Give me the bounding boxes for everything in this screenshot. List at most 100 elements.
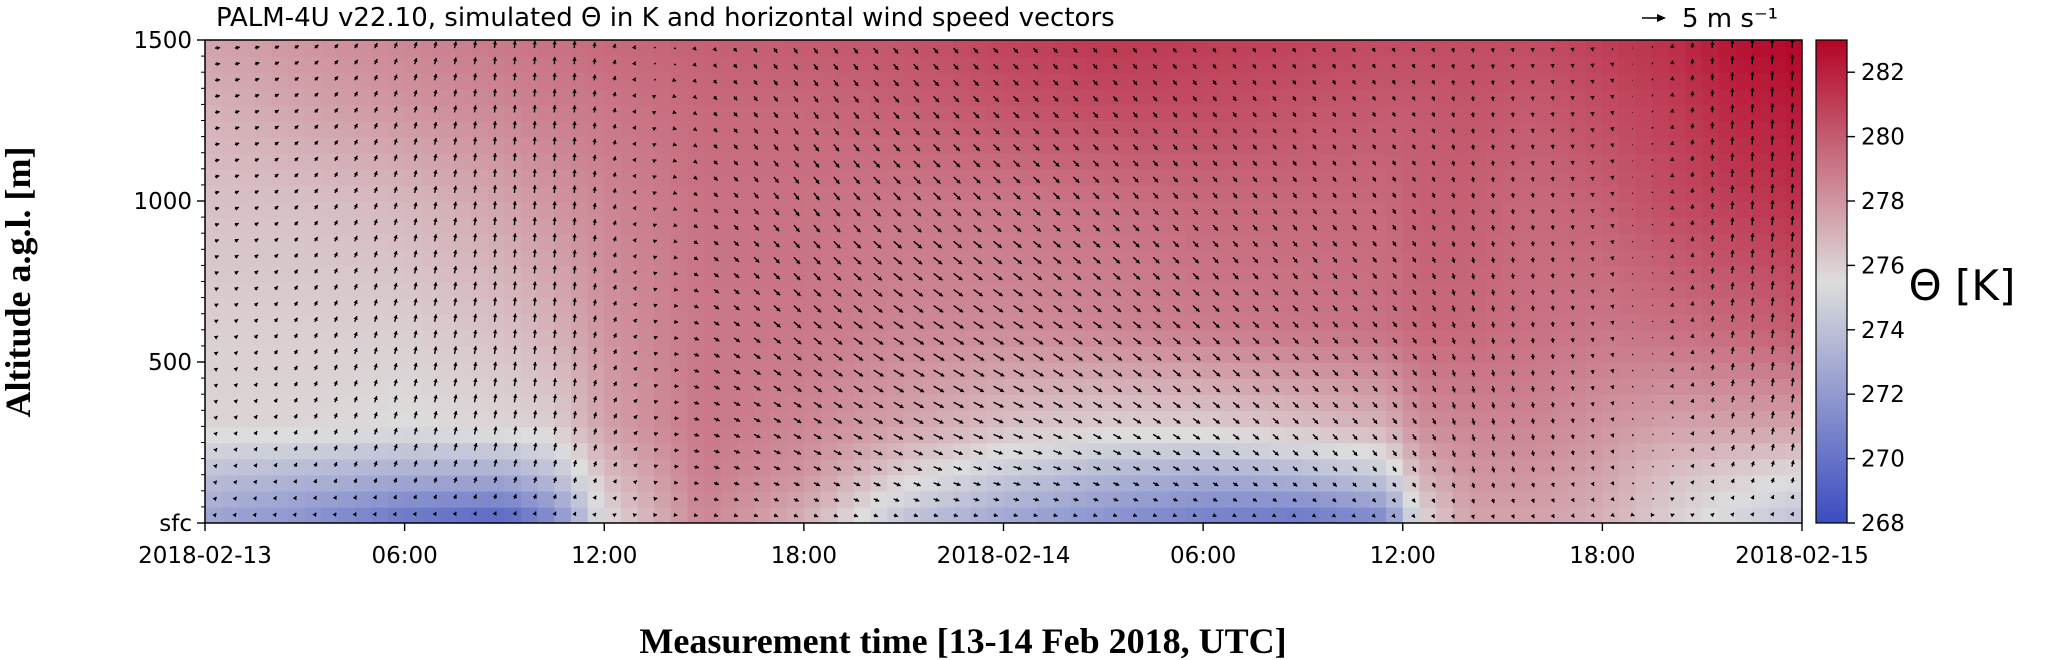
- wind-vector: [1152, 305, 1161, 313]
- wind-vector: [293, 462, 298, 467]
- wind-vector: [1052, 289, 1063, 297]
- theta-cell: [1386, 136, 1404, 154]
- theta-cell: [371, 152, 389, 170]
- theta-cell: [321, 72, 339, 90]
- theta-cell: [1402, 184, 1421, 202]
- theta-cell: [1635, 233, 1654, 251]
- theta-cell: [604, 184, 622, 202]
- theta-cell: [354, 329, 373, 347]
- theta-cell: [837, 442, 855, 460]
- theta-cell: [903, 442, 922, 460]
- wind-vector: [1610, 352, 1615, 357]
- theta-cell: [920, 313, 938, 331]
- wind-vector: [1730, 314, 1735, 322]
- theta-cell: [1619, 426, 1637, 444]
- wind-vector: [1392, 450, 1398, 457]
- wind-vector: [753, 305, 761, 312]
- wind-vector: [1112, 465, 1121, 471]
- theta-cell: [1469, 72, 1487, 90]
- wind-vector: [612, 479, 618, 484]
- wind-vector: [1053, 513, 1058, 518]
- theta-cell: [770, 217, 789, 234]
- theta-cell: [221, 72, 240, 90]
- wind-vector: [753, 401, 761, 407]
- theta-cell: [737, 88, 755, 106]
- theta-cell: [288, 201, 306, 218]
- wind-vector: [993, 224, 1002, 233]
- theta-cell: [1752, 281, 1770, 299]
- wind-vector: [933, 272, 943, 281]
- theta-cell: [1685, 426, 1703, 444]
- theta-cell: [637, 458, 655, 476]
- theta-cell: [1519, 40, 1537, 57]
- theta-cell: [720, 313, 739, 331]
- theta-cell: [1619, 490, 1637, 508]
- theta-cell: [1136, 120, 1155, 138]
- wind-vector: [913, 240, 923, 249]
- wind-vector: [1570, 305, 1575, 311]
- theta-cell: [620, 233, 639, 251]
- theta-cell: [1236, 120, 1254, 138]
- theta-cell: [1003, 72, 1021, 90]
- theta-cell: [387, 40, 406, 57]
- theta-cell: [970, 378, 988, 395]
- theta-cell: [587, 329, 606, 347]
- wind-vector: [1092, 321, 1103, 329]
- theta-cell: [205, 297, 223, 315]
- wind-vector: [1172, 465, 1180, 472]
- theta-cell: [870, 442, 888, 460]
- theta-cell: [737, 297, 755, 315]
- theta-cell: [753, 442, 772, 460]
- wind-vector: [473, 329, 478, 339]
- wind-vector: [1750, 378, 1755, 387]
- theta-cell: [1203, 490, 1221, 508]
- theta-cell: [1369, 72, 1387, 90]
- theta-cell: [1020, 120, 1038, 138]
- wind-vector: [572, 281, 577, 290]
- theta-cell: [1253, 490, 1271, 508]
- theta-cell: [537, 120, 556, 138]
- wind-vector: [253, 446, 258, 452]
- theta-cell: [620, 168, 639, 186]
- wind-vector: [653, 271, 658, 276]
- wind-vector: [933, 224, 942, 233]
- wind-vector: [773, 417, 782, 424]
- theta-cell: [504, 217, 522, 234]
- theta-cell: [271, 120, 289, 138]
- wind-vector: [492, 493, 498, 500]
- theta-cell: [1286, 152, 1304, 170]
- theta-cell: [421, 345, 439, 363]
- theta-cell: [687, 104, 705, 122]
- theta-cell: [870, 136, 888, 154]
- wind-vector: [1451, 402, 1456, 409]
- theta-cell: [970, 329, 988, 347]
- wind-vector: [1530, 353, 1535, 360]
- theta-cell: [1419, 442, 1437, 460]
- theta-cell: [404, 168, 423, 186]
- wind-vector: [1112, 224, 1120, 232]
- theta-cell: [920, 72, 938, 90]
- theta-cell: [903, 152, 922, 170]
- wind-vector: [793, 449, 802, 455]
- theta-cell: [1502, 56, 1520, 73]
- theta-cell: [887, 233, 905, 251]
- theta-cell: [304, 410, 323, 428]
- theta-cell: [454, 297, 472, 315]
- theta-cell: [953, 394, 972, 412]
- wind-vector: [953, 482, 961, 487]
- theta-cell: [1136, 345, 1155, 363]
- wind-vector: [473, 476, 478, 484]
- wind-vector: [1610, 288, 1615, 293]
- theta-cell: [920, 104, 938, 122]
- theta-cell: [936, 88, 955, 106]
- theta-cell: [1452, 506, 1471, 523]
- wind-vector: [1710, 283, 1715, 290]
- wind-vector: [292, 495, 298, 501]
- theta-cell: [437, 313, 456, 331]
- theta-cell: [587, 136, 606, 154]
- theta-cell: [1336, 426, 1354, 444]
- theta-cell: [1020, 265, 1038, 283]
- theta-cell: [604, 297, 622, 315]
- wind-vector: [1172, 305, 1181, 313]
- theta-cell: [837, 362, 855, 379]
